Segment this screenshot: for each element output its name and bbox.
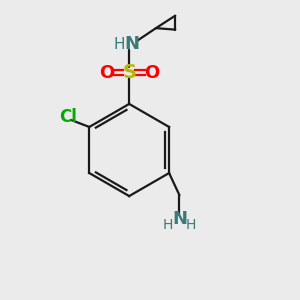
Text: O: O: [99, 64, 114, 82]
Text: H: H: [186, 218, 196, 232]
Text: S: S: [122, 63, 136, 82]
Text: N: N: [124, 35, 139, 53]
Text: H: H: [113, 37, 124, 52]
Text: H: H: [163, 218, 173, 232]
Text: Cl: Cl: [59, 108, 76, 126]
Text: N: N: [172, 210, 187, 228]
Text: O: O: [145, 64, 160, 82]
